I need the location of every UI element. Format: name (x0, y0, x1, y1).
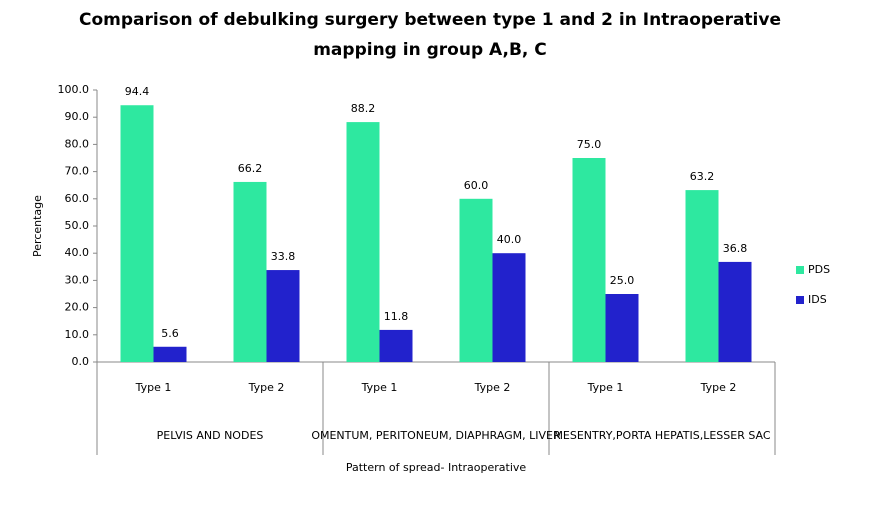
legend-swatch (796, 296, 804, 304)
value-label: 63.2 (690, 170, 715, 183)
y-tick-label: 70.0 (65, 165, 90, 178)
bar (492, 253, 526, 362)
legend-swatch (796, 266, 804, 274)
value-label: 11.8 (384, 310, 409, 323)
chart-title: Comparison of debulking surgery between … (79, 10, 781, 30)
x-tick-label: Type 2 (700, 381, 737, 394)
x-tick-label: Type 1 (587, 381, 624, 394)
group-label: OMENTUM, PERITONEUM, DIAPHRAGM, LIVER (311, 429, 561, 442)
value-label: 66.2 (238, 162, 263, 175)
group-label: PELVIS AND NODES (157, 429, 264, 442)
value-label: 94.4 (125, 85, 150, 98)
y-axis-label: Percentage (31, 195, 44, 257)
y-tick-label: 30.0 (65, 273, 90, 286)
value-label: 25.0 (610, 274, 635, 287)
chart-title: mapping in group A,B, C (313, 40, 547, 60)
y-tick-label: 20.0 (65, 301, 90, 314)
group-label: MESENTRY,PORTA HEPATIS,LESSER SAC (553, 429, 770, 442)
legend-label: IDS (808, 293, 827, 306)
bar (685, 190, 719, 362)
y-tick-label: 80.0 (65, 137, 90, 150)
x-tick-label: Type 2 (248, 381, 285, 394)
x-tick-label: Type 1 (361, 381, 398, 394)
bar (379, 329, 413, 362)
value-label: 88.2 (351, 102, 376, 115)
x-axis-label: Pattern of spread- Intraoperative (346, 461, 527, 474)
x-tick-label: Type 1 (135, 381, 172, 394)
bar (718, 261, 752, 362)
bar (572, 158, 606, 362)
value-label: 60.0 (464, 179, 489, 192)
value-label: 33.8 (271, 250, 296, 263)
y-tick-label: 40.0 (65, 246, 90, 259)
bar (605, 294, 639, 362)
value-label: 40.0 (497, 233, 522, 246)
bar (459, 198, 493, 362)
bar (266, 270, 300, 362)
legend-label: PDS (808, 263, 830, 276)
bar (153, 346, 187, 362)
value-label: 75.0 (577, 138, 602, 151)
y-tick-label: 10.0 (65, 328, 90, 341)
y-tick-label: 60.0 (65, 192, 90, 205)
y-tick-label: 50.0 (65, 219, 90, 232)
y-tick-label: 0.0 (72, 355, 90, 368)
value-label: 36.8 (723, 242, 748, 255)
y-tick-label: 90.0 (65, 110, 90, 123)
x-tick-label: Type 2 (474, 381, 511, 394)
bar (233, 181, 267, 362)
y-tick-label: 100.0 (58, 83, 90, 96)
bar (346, 122, 380, 362)
value-label: 5.6 (161, 327, 179, 340)
bar (120, 105, 154, 363)
